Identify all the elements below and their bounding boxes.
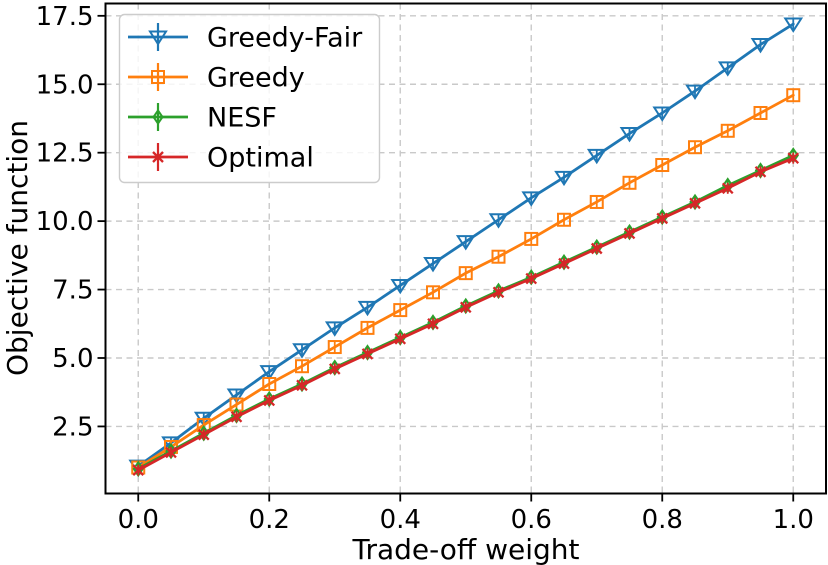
data-point-greedy (786, 88, 801, 103)
data-point-optimal (165, 446, 177, 459)
data-point-optimal (132, 464, 145, 477)
data-point-greedy-fair (586, 148, 607, 165)
data-point-greedy (557, 212, 571, 227)
x-tick-label: 0.0 (118, 505, 159, 535)
legend-box (118, 13, 381, 184)
data-point-greedy-fair (652, 106, 673, 122)
x-tick-label: 0.6 (511, 505, 552, 535)
x-tick-label: 0.2 (249, 505, 290, 535)
data-point-greedy-fair (619, 127, 640, 143)
y-tick-label: 10.0 (36, 207, 94, 237)
data-series-layer (128, 17, 804, 478)
y-tick-label: 17.5 (36, 2, 94, 32)
series-greedy (131, 88, 801, 475)
data-point-greedy (295, 359, 309, 374)
legend-marker-optimal (152, 151, 164, 163)
data-point-greedy-fair (783, 17, 804, 33)
y-axis-label: Objective function (1, 120, 34, 376)
x-tick-label: 0.4 (380, 505, 421, 535)
legend-label-nesf: NESF (207, 103, 277, 134)
data-point-optimal (525, 272, 538, 285)
data-point-greedy-fair (717, 61, 738, 77)
data-point-optimal (656, 212, 669, 225)
data-point-greedy-fair (455, 235, 476, 251)
y-tick-label: 15.0 (36, 70, 94, 100)
x-tick-label: 0.8 (642, 505, 683, 535)
data-point-greedy-fair (488, 213, 509, 229)
data-point-optimal (427, 317, 439, 330)
data-point-greedy (720, 123, 735, 138)
data-point-greedy (327, 340, 342, 355)
data-point-optimal (492, 286, 505, 299)
data-point-optimal (558, 257, 570, 270)
x-tick-label: 1.0 (773, 505, 814, 535)
data-point-greedy (589, 194, 604, 209)
data-point-optimal (361, 348, 374, 360)
data-point-greedy (360, 320, 375, 335)
data-point-greedy (655, 158, 670, 173)
legend-marker-nesf (152, 108, 164, 126)
data-point-greedy-fair (292, 343, 312, 359)
legend-label-optimal: Optimal (207, 143, 314, 174)
data-point-greedy-fair (750, 38, 771, 54)
data-point-greedy (753, 105, 768, 120)
legend-item-greedy-fair: Greedy-Fair (128, 23, 363, 54)
data-point-optimal (459, 301, 472, 314)
data-point-greedy-fair (521, 191, 542, 207)
data-point-greedy-fair (423, 257, 443, 273)
data-point-optimal (754, 166, 767, 178)
y-tick-label: 2.5 (52, 412, 93, 442)
series-optimal (132, 152, 800, 477)
data-point-optimal (296, 379, 308, 392)
data-point-optimal (197, 428, 210, 441)
data-point-optimal (689, 197, 701, 210)
data-point-greedy-fair (685, 84, 705, 100)
data-point-greedy-fair (226, 388, 247, 404)
data-point-greedy (458, 266, 473, 281)
data-point-greedy-fair (259, 365, 280, 381)
data-point-greedy (524, 231, 539, 246)
data-point-greedy-fair (357, 300, 378, 317)
legend: Greedy-Fair Greedy NESF Optimal (118, 13, 381, 184)
data-point-optimal (721, 182, 734, 195)
data-point-greedy-fair (390, 278, 411, 295)
data-point-optimal (263, 394, 276, 407)
legend-marker-greedy-fair (148, 30, 168, 46)
axes-layer: 0.0 0.2 0.4 0.6 0.8 1.0 2.5 5.0 7.5 10.0 12.5 15.0 1… (36, 2, 827, 535)
data-point-optimal (328, 363, 341, 375)
x-axis-label: Trade-off weight (351, 533, 579, 565)
data-point-optimal (590, 242, 603, 255)
data-point-optimal (623, 227, 636, 240)
legend-item-nesf: NESF (128, 103, 277, 134)
data-point-greedy-fair (554, 170, 574, 187)
data-point-greedy (393, 303, 408, 318)
legend-marker-greedy (151, 70, 165, 84)
y-tick-label: 5.0 (52, 344, 93, 374)
plot-border (104, 2, 827, 495)
data-point-greedy (262, 377, 277, 392)
legend-item-optimal: Optimal (128, 143, 314, 174)
legend-label-greedy-fair: Greedy-Fair (207, 23, 363, 54)
legend-item-greedy: Greedy (128, 63, 305, 94)
legend-label-greedy: Greedy (207, 63, 305, 94)
data-point-greedy (426, 285, 440, 300)
y-tick-label: 7.5 (52, 276, 93, 306)
data-point-optimal (230, 411, 243, 423)
data-point-optimal (394, 333, 407, 345)
data-point-greedy (688, 140, 702, 155)
data-point-greedy-fair (324, 321, 345, 337)
data-point-optimal (787, 152, 800, 164)
y-tick-label: 12.5 (36, 139, 94, 169)
data-point-greedy (622, 175, 637, 190)
data-point-greedy (491, 249, 506, 264)
